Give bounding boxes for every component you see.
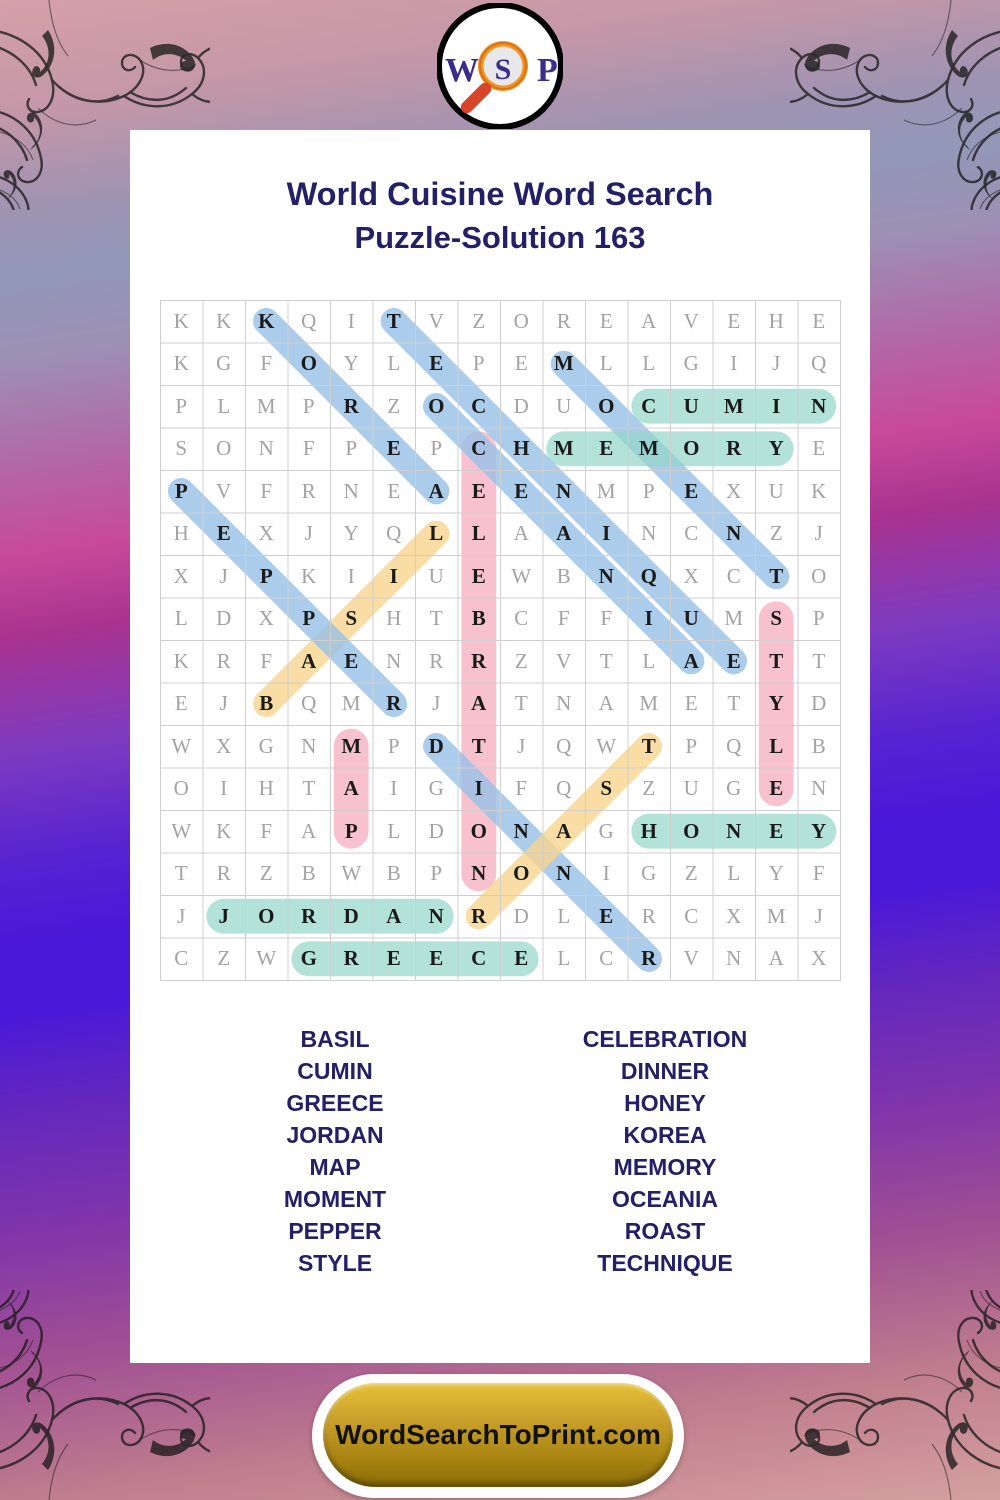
svg-text:P: P [537,52,558,89]
svg-text:S: S [495,53,512,86]
svg-text:W: W [445,52,479,89]
